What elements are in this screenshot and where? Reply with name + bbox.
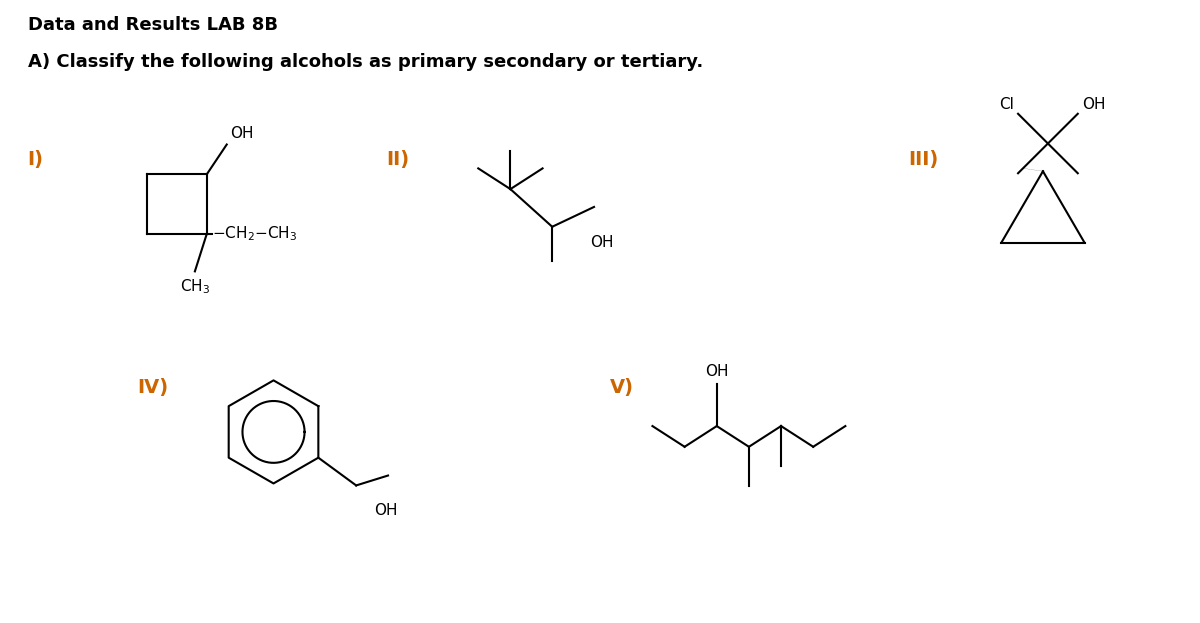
Text: OH: OH <box>374 503 397 518</box>
Text: OH: OH <box>229 126 253 141</box>
Text: III): III) <box>908 150 938 169</box>
Text: Cl: Cl <box>1000 97 1014 112</box>
Text: IV): IV) <box>137 378 168 397</box>
Text: OH: OH <box>1081 97 1105 112</box>
Text: A) Classify the following alcohols as primary secondary or tertiary.: A) Classify the following alcohols as pr… <box>28 54 703 71</box>
Text: OH: OH <box>706 364 728 379</box>
Text: Data and Results LAB 8B: Data and Results LAB 8B <box>28 16 277 34</box>
Text: $-$CH$_2$$-$CH$_3$: $-$CH$_2$$-$CH$_3$ <box>212 224 298 243</box>
Text: CH$_3$: CH$_3$ <box>180 277 210 296</box>
Text: OH: OH <box>590 235 613 250</box>
Text: V): V) <box>610 378 634 397</box>
Text: II): II) <box>386 150 409 169</box>
Text: I): I) <box>28 150 43 169</box>
